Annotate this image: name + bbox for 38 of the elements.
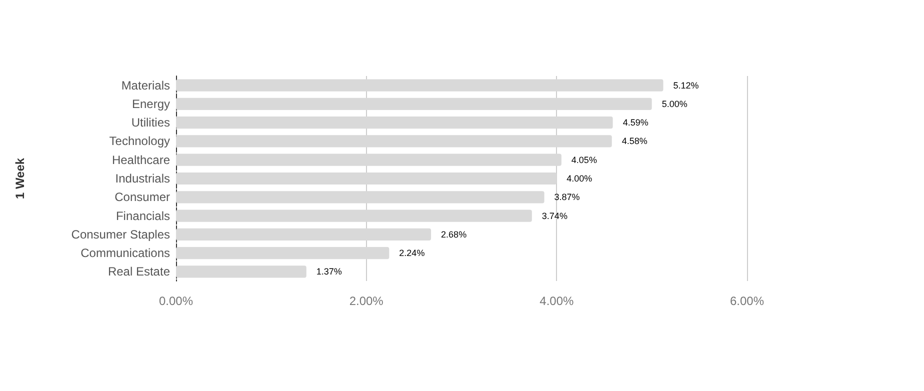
data-label: 4.59% bbox=[622, 118, 648, 128]
bar bbox=[176, 228, 432, 240]
y-tick-label: Technology bbox=[109, 134, 170, 148]
data-label: 4.58% bbox=[622, 136, 648, 146]
data-label: 4.00% bbox=[566, 174, 592, 184]
bar bbox=[176, 154, 562, 166]
y-tick-label: Consumer bbox=[114, 190, 170, 204]
bar bbox=[176, 79, 664, 92]
bar bbox=[176, 116, 613, 129]
bar bbox=[176, 266, 306, 278]
bar bbox=[176, 135, 612, 148]
x-tick-label: 6.00% bbox=[730, 294, 764, 308]
data-label: 5.00% bbox=[662, 98, 688, 109]
x-tick-label: 0.00% bbox=[158, 294, 194, 308]
data-label: 3.87% bbox=[554, 192, 580, 202]
data-label: 2.68% bbox=[441, 229, 467, 240]
y-tick-label: Communications bbox=[80, 246, 170, 260]
y-axis-title: 1 Week bbox=[13, 158, 27, 200]
y-tick-label: Materials bbox=[121, 78, 170, 92]
y-tick-label: Utilities bbox=[131, 116, 170, 130]
data-label: 3.74% bbox=[542, 210, 568, 221]
bar bbox=[176, 172, 557, 185]
data-label: 2.24% bbox=[399, 248, 425, 258]
data-label: 4.05% bbox=[571, 154, 597, 165]
bar bbox=[176, 210, 532, 222]
x-tick-label: 2.00% bbox=[349, 294, 384, 308]
y-tick-label: Industrials bbox=[115, 172, 170, 186]
y-tick-label: Energy bbox=[132, 96, 170, 111]
y-tick-label: Real Estate bbox=[108, 264, 170, 279]
data-label: 1.37% bbox=[316, 266, 342, 277]
x-tick-label: 4.00% bbox=[540, 294, 574, 308]
data-label: 5.12% bbox=[673, 80, 699, 90]
y-tick-label: Consumer Staples bbox=[71, 227, 170, 242]
bar bbox=[176, 246, 390, 260]
bar bbox=[176, 191, 544, 204]
y-tick-label: Financials bbox=[116, 208, 170, 223]
bar bbox=[176, 98, 652, 110]
y-tick-label: Healthcare bbox=[112, 152, 170, 167]
